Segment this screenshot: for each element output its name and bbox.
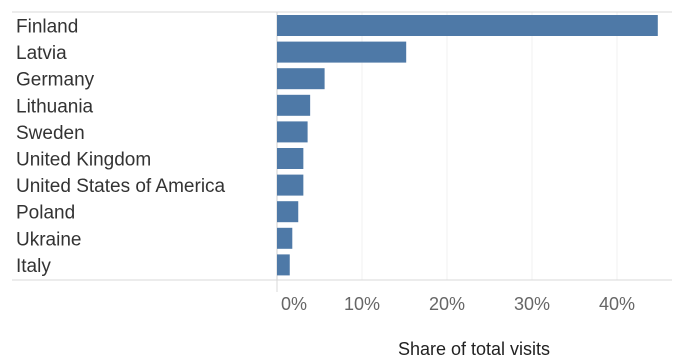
category-label: Latvia (16, 43, 67, 64)
category-label: Poland (16, 203, 75, 224)
x-tick-label: 10% (344, 294, 380, 314)
bar (277, 201, 299, 223)
category-label: Ukraine (16, 229, 81, 250)
category-label: Lithuania (16, 96, 94, 117)
x-tick-label: 0% (281, 294, 307, 314)
plot-frame (12, 11, 672, 281)
x-axis-title: Share of total visits (398, 339, 550, 356)
bars (277, 15, 658, 276)
category-label: United States of America (16, 176, 226, 197)
bar (277, 227, 293, 249)
category-label: Germany (16, 70, 95, 91)
x-tick-label: 30% (514, 294, 550, 314)
category-label: Italy (16, 256, 51, 277)
x-tick-labels: 0% 10% 20% 30% 40% (281, 294, 635, 314)
bar (277, 121, 308, 143)
category-labels: Finland Latvia Germany Lithuania Sweden Unite… (16, 17, 226, 277)
bar (277, 174, 304, 196)
category-label: Finland (16, 17, 78, 38)
bar (277, 94, 311, 116)
bar (277, 68, 325, 90)
category-label: United Kingdom (16, 150, 151, 171)
category-label: Sweden (16, 123, 85, 144)
x-tick-label: 20% (429, 294, 465, 314)
bar (277, 41, 407, 63)
bar (277, 148, 304, 169)
x-tick-label: 40% (599, 294, 635, 314)
bar (277, 15, 658, 36)
bar (277, 254, 290, 276)
